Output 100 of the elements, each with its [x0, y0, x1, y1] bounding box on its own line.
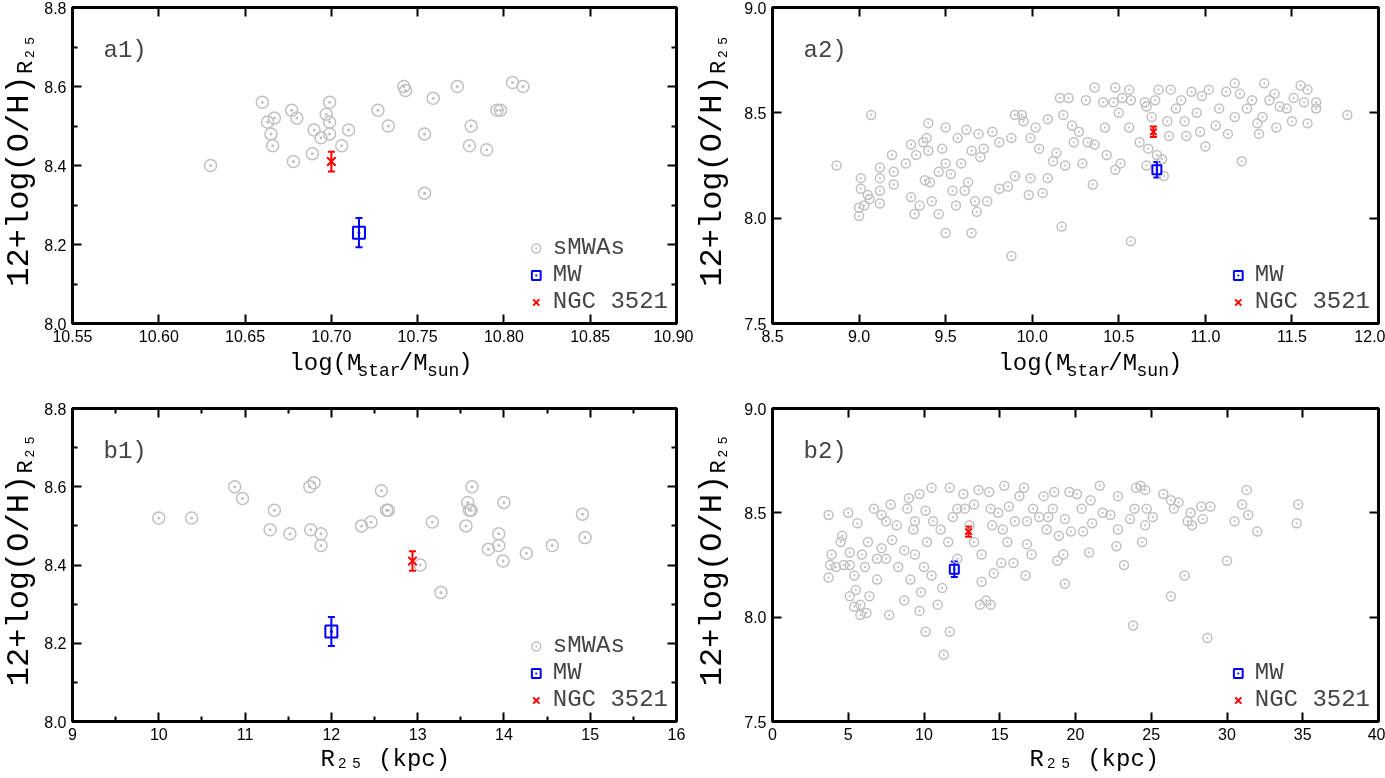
y-axis-title: 12+log(O/H)R₂₅ [1, 433, 40, 687]
legend-label: MW [552, 261, 582, 288]
point [492, 538, 506, 553]
point [374, 483, 389, 498]
x-tick-label: 9.0 [847, 327, 871, 345]
point [492, 526, 506, 541]
point [322, 95, 337, 110]
y-tick-label: 8.5 [744, 504, 767, 522]
y-tick-label: 8.0 [744, 210, 767, 228]
x-tick-label: 10.0 [1016, 327, 1048, 345]
point [505, 75, 520, 90]
point [407, 555, 418, 567]
x-tick-label: 10.85 [570, 327, 611, 345]
legend-label: NGC 3521 [552, 288, 668, 315]
point [417, 186, 432, 200]
point [235, 491, 250, 506]
point [152, 511, 166, 525]
legend-label: NGC 3521 [552, 686, 668, 713]
point [303, 480, 317, 494]
legend-label: sMWAs [552, 234, 625, 261]
point [519, 546, 534, 560]
point [413, 558, 427, 572]
y-axis-title: 12+log(O/H)R₂₅ [694, 433, 733, 687]
y-axis-title: 12+log(O/H)R₂₅ [1, 34, 40, 287]
point [284, 103, 299, 117]
legend-label: NGC 3521 [1254, 288, 1370, 315]
x-tick-label: 10.80 [483, 327, 525, 345]
point [381, 119, 396, 133]
x-tick-label: 9 [68, 725, 78, 743]
y-tick-label: 8.4 [44, 557, 67, 574]
legend-label: sMWAs [552, 632, 625, 659]
point [286, 154, 301, 169]
x-tick-label: 14 [495, 725, 513, 743]
legend-label: MW [1254, 261, 1284, 288]
point [203, 158, 218, 173]
point [267, 503, 282, 517]
y-tick-label: 8.6 [44, 478, 67, 496]
point [493, 103, 508, 117]
x-tick-label: 10.5 [1103, 327, 1135, 345]
x-tick-label: 10.70 [311, 327, 352, 345]
point [334, 139, 349, 153]
point [255, 95, 270, 110]
point [351, 225, 366, 240]
point [578, 530, 592, 545]
x-tick-label: 11.5 [1276, 327, 1308, 345]
y-tick-label: 7.5 [744, 713, 767, 731]
y-tick-label: 8.6 [44, 78, 67, 96]
x-tick-label: 20 [1066, 725, 1085, 743]
x-tick-label: 40 [1367, 725, 1385, 743]
point [479, 142, 494, 157]
legend-label: MW [1254, 659, 1284, 686]
x-tick-label: 30 [1218, 725, 1236, 743]
point [575, 507, 590, 521]
x-tick-label: 10.75 [397, 327, 438, 345]
text: b1) [103, 438, 147, 465]
point [465, 480, 479, 494]
x-tick-label: 10.60 [138, 327, 179, 345]
point [303, 523, 318, 537]
legend-label: MW [552, 659, 582, 686]
point [260, 115, 275, 129]
point [184, 511, 199, 525]
x-tick-label: 10.65 [225, 327, 266, 345]
x-tick-label: 12.0 [1354, 327, 1385, 345]
y-tick-label: 8.0 [44, 713, 67, 731]
x-tick-label: 15 [581, 725, 600, 743]
point [307, 123, 321, 137]
point [426, 91, 440, 106]
point [305, 146, 320, 161]
point [265, 139, 280, 153]
x-axis-title: R₂₅ (kpc) [320, 745, 451, 773]
point [545, 538, 559, 553]
point [326, 156, 337, 167]
x-tick-label: 11 [236, 725, 254, 743]
point [267, 111, 282, 125]
y-tick-label: 9.0 [744, 0, 767, 17]
y-axis-title: 12+log(O/H)R₂₅ [694, 34, 733, 287]
x-tick-label: 12 [322, 725, 341, 743]
point [322, 115, 337, 129]
legend-label: NGC 3521 [1254, 686, 1370, 713]
point [263, 523, 277, 537]
point [307, 476, 321, 490]
y-tick-label: 8.5 [744, 104, 767, 122]
point [459, 519, 473, 533]
point [324, 624, 339, 639]
point [314, 538, 328, 553]
x-tick-label: 35 [1293, 725, 1312, 743]
x-tick-label: 25 [1142, 725, 1161, 743]
x-tick-label: 10 [915, 725, 933, 743]
point [398, 83, 413, 98]
point [264, 127, 278, 141]
text: b2) [803, 438, 847, 465]
point [322, 127, 337, 141]
y-tick-label: 8.4 [44, 157, 67, 175]
point [417, 127, 432, 141]
y-tick-label: 8.8 [44, 400, 67, 418]
point [481, 542, 496, 557]
point [425, 515, 440, 529]
y-tick-label: 8.8 [44, 0, 67, 17]
text: a2) [803, 37, 847, 64]
point [354, 519, 369, 533]
